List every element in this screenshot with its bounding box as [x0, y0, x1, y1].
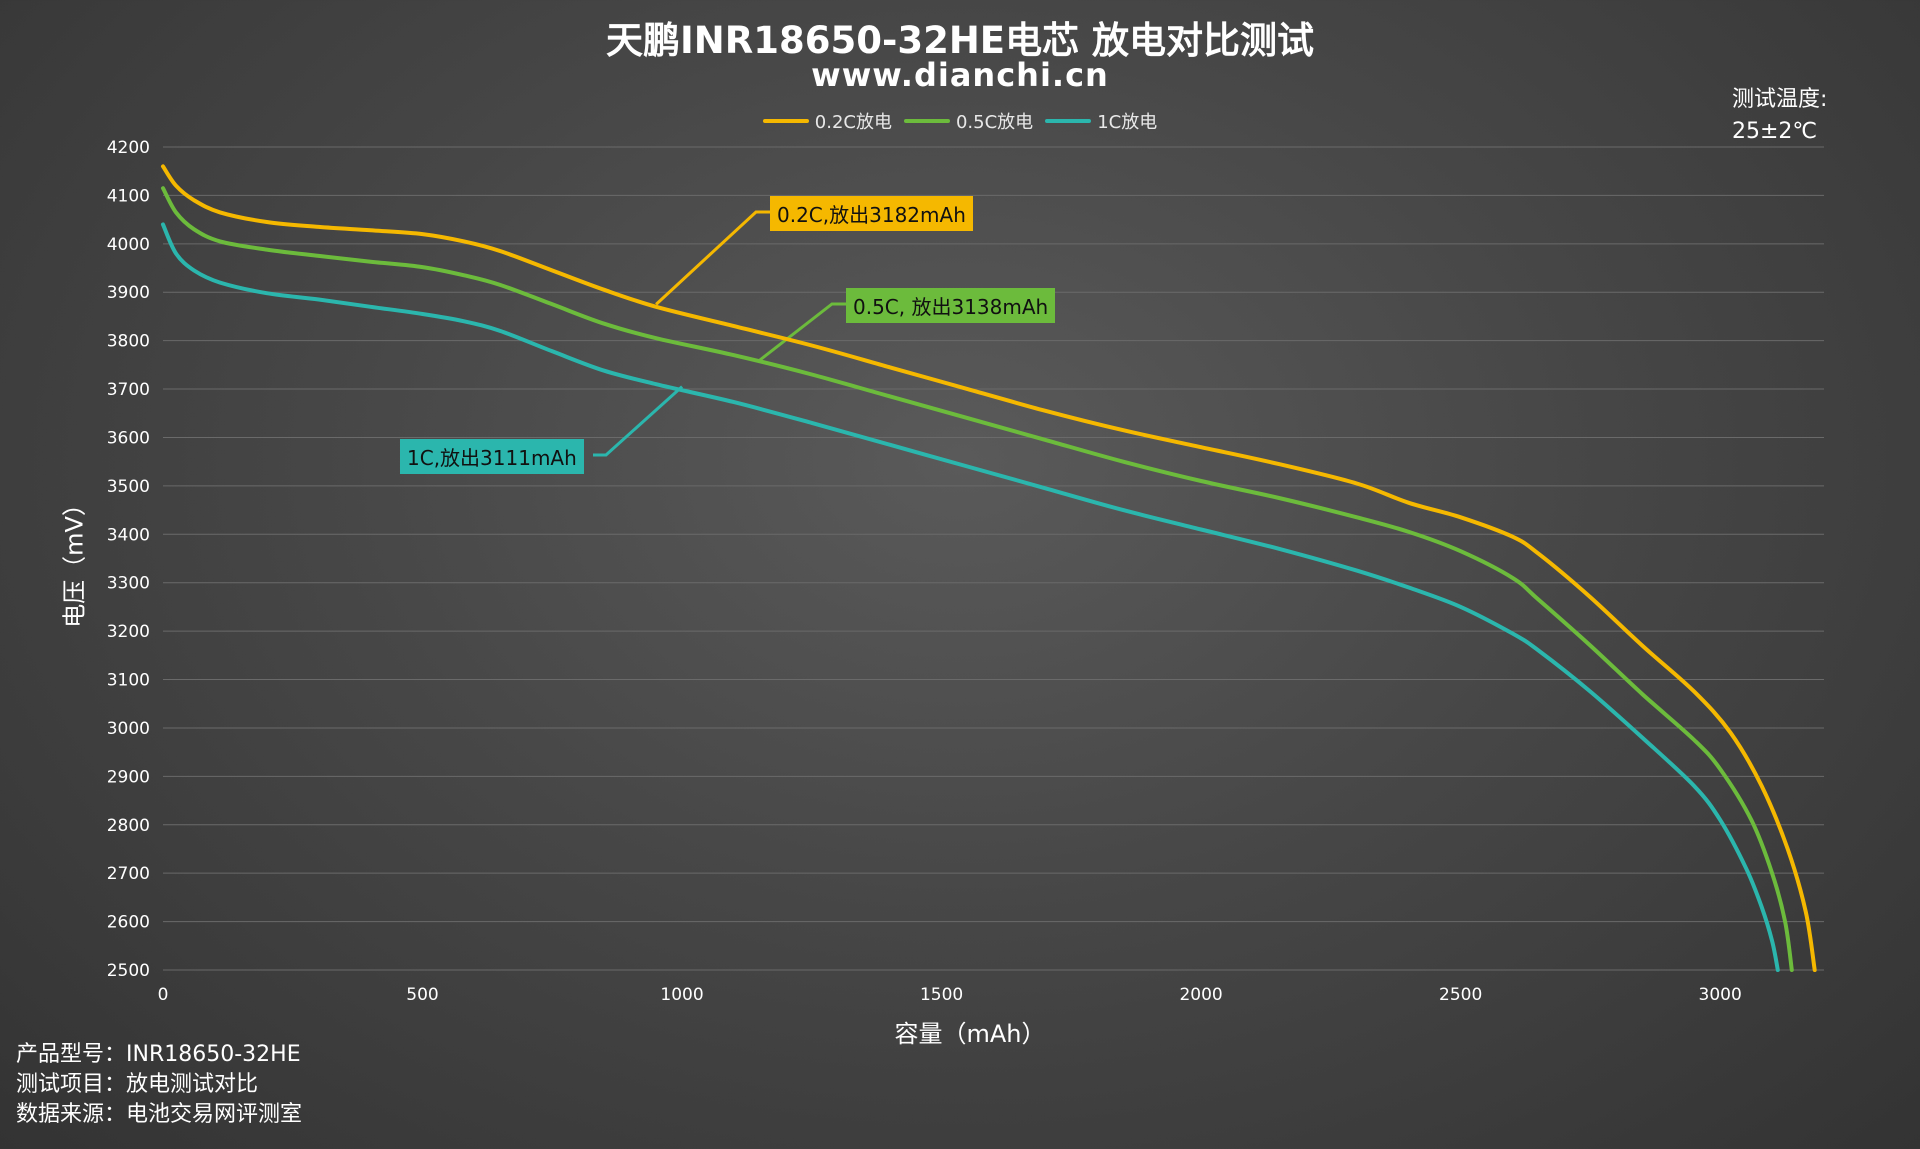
y-tick-label: 4200 — [107, 138, 150, 158]
annotation-leader — [655, 210, 770, 306]
x-tick-label: 3000 — [1699, 985, 1742, 1005]
annotation-02c: 0.2C,放出3182mAh — [770, 196, 973, 231]
x-axis-label: 容量（mAh） — [894, 1020, 1046, 1048]
x-axis-ticks: 0 500 1000 1500 2000 2500 3000 — [158, 985, 1742, 1005]
legend-swatch-05c — [903, 119, 950, 123]
x-tick-label: 500 — [406, 985, 438, 1005]
legend-label-05c: 0.5C放电 — [955, 112, 1034, 133]
y-tick-label: 3600 — [107, 428, 150, 448]
annotation-05c: 0.5C, 放出3138mAh — [846, 288, 1056, 323]
y-tick-label: 2800 — [107, 816, 150, 836]
series-lines — [161, 164, 1817, 972]
chart-title: 天鹏INR18650-32HE电芯 放电对比测试 — [606, 19, 1314, 62]
annotation-leader — [593, 385, 684, 457]
legend-swatch-1c — [1045, 119, 1092, 123]
x-tick-label: 1000 — [660, 985, 703, 1005]
info-product: 产品型号：INR18650-32HE — [16, 1042, 301, 1067]
y-axis-ticks: 2500 2600 2700 2800 2900 3000 3100 3200 3300 3400… — [107, 138, 150, 981]
temperature-label: 测试温度: — [1732, 87, 1828, 112]
legend: 0.2C放电 0.5C放电 1C放电 — [0, 108, 1920, 134]
y-tick-label: 2700 — [107, 864, 150, 884]
annotation-1c: 1C,放出3111mAh — [400, 439, 584, 474]
series-line — [161, 222, 1780, 972]
chart-subtitle: www.dianchi.cn — [811, 56, 1109, 94]
test-temperature: 测试温度: 25±2℃ — [1732, 84, 1827, 148]
y-tick-label: 2600 — [107, 913, 150, 933]
legend-swatch-02c — [762, 119, 809, 123]
y-tick-label: 3500 — [107, 477, 150, 497]
y-tick-label: 4100 — [107, 186, 150, 206]
legend-item-02c: 0.2C放电 — [762, 108, 892, 134]
x-tick-label: 2500 — [1439, 985, 1482, 1005]
annotation-leader — [759, 302, 846, 362]
legend-item-1c: 1C放电 — [1045, 108, 1157, 134]
y-tick-label: 3400 — [107, 525, 150, 545]
x-tick-label: 0 — [158, 985, 169, 1005]
x-tick-label: 1500 — [920, 985, 963, 1005]
y-tick-label: 3700 — [107, 380, 150, 400]
y-tick-label: 3200 — [107, 622, 150, 642]
x-tick-label: 2000 — [1179, 985, 1222, 1005]
y-tick-label: 3100 — [107, 671, 150, 691]
grid-lines — [163, 146, 1824, 971]
annotation-leaders — [593, 210, 846, 457]
y-tick-label: 3300 — [107, 574, 150, 594]
info-block: 产品型号：INR18650-32HE 测试项目：放电测试对比 数据来源：电池交易… — [16, 1040, 302, 1130]
y-tick-label: 3800 — [107, 332, 150, 352]
y-tick-label: 2900 — [107, 767, 150, 787]
series-line — [161, 186, 1794, 972]
legend-label-1c: 1C放电 — [1097, 112, 1158, 133]
y-tick-label: 4000 — [107, 235, 150, 255]
y-tick-label: 2500 — [107, 961, 150, 981]
y-tick-label: 3900 — [107, 283, 150, 303]
y-axis-label: 电压（mV） — [60, 492, 89, 628]
legend-label-02c: 0.2C放电 — [814, 112, 892, 133]
series-line — [161, 164, 1817, 972]
info-source: 数据来源：电池交易网评测室 — [16, 1102, 303, 1127]
legend-item-05c: 0.5C放电 — [903, 108, 1034, 134]
y-tick-label: 3000 — [107, 719, 150, 739]
info-test-item: 测试项目：放电测试对比 — [16, 1072, 259, 1097]
temperature-value: 25±2℃ — [1732, 119, 1818, 144]
